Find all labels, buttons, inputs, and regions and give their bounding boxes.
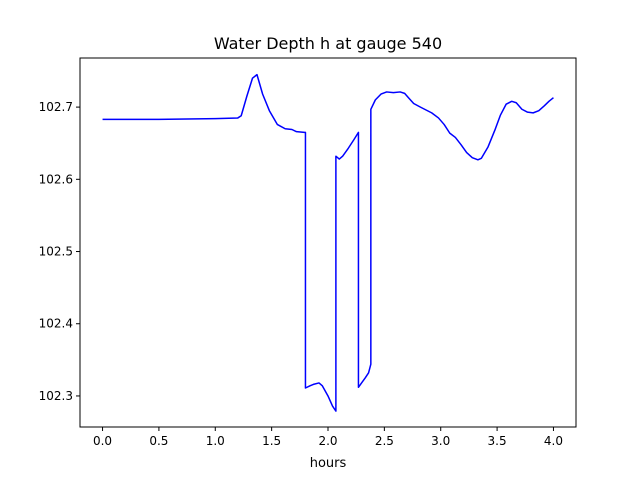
plot-area: 0.0 0.5 1.0 1.5 2.0 2.5 3.0 3.5 4.0 102.3102.410… <box>39 57 577 448</box>
x-tick-label: 1.5 <box>262 434 281 448</box>
x-tick-label: 3.0 <box>431 434 450 448</box>
x-tick-label: 2.0 <box>318 434 337 448</box>
y-tick-label: 102.6 <box>39 172 73 186</box>
x-tick-label: 1.0 <box>206 434 225 448</box>
x-tick-label: 0.5 <box>149 434 168 448</box>
x-axis-label: hours <box>310 456 347 471</box>
x-axis: 0.0 0.5 1.0 1.5 2.0 2.5 3.0 3.5 4.0 <box>93 427 563 448</box>
y-tick-label: 102.7 <box>39 100 73 114</box>
x-tick-label: 0.0 <box>93 434 112 448</box>
x-tick-label: 3.5 <box>488 434 507 448</box>
y-tick-label: 102.3 <box>39 389 73 403</box>
x-tick-label: 4.0 <box>544 434 563 448</box>
y-tick-label: 102.4 <box>39 317 73 331</box>
chart-title: Water Depth h at gauge 540 <box>214 34 442 53</box>
y-axis: 102.3 102.4 102.5 102.6 102.7 <box>39 100 80 403</box>
x-tick-label: 2.5 <box>375 434 394 448</box>
y-tick-label: 102.5 <box>39 245 73 259</box>
series-line <box>102 73 554 412</box>
